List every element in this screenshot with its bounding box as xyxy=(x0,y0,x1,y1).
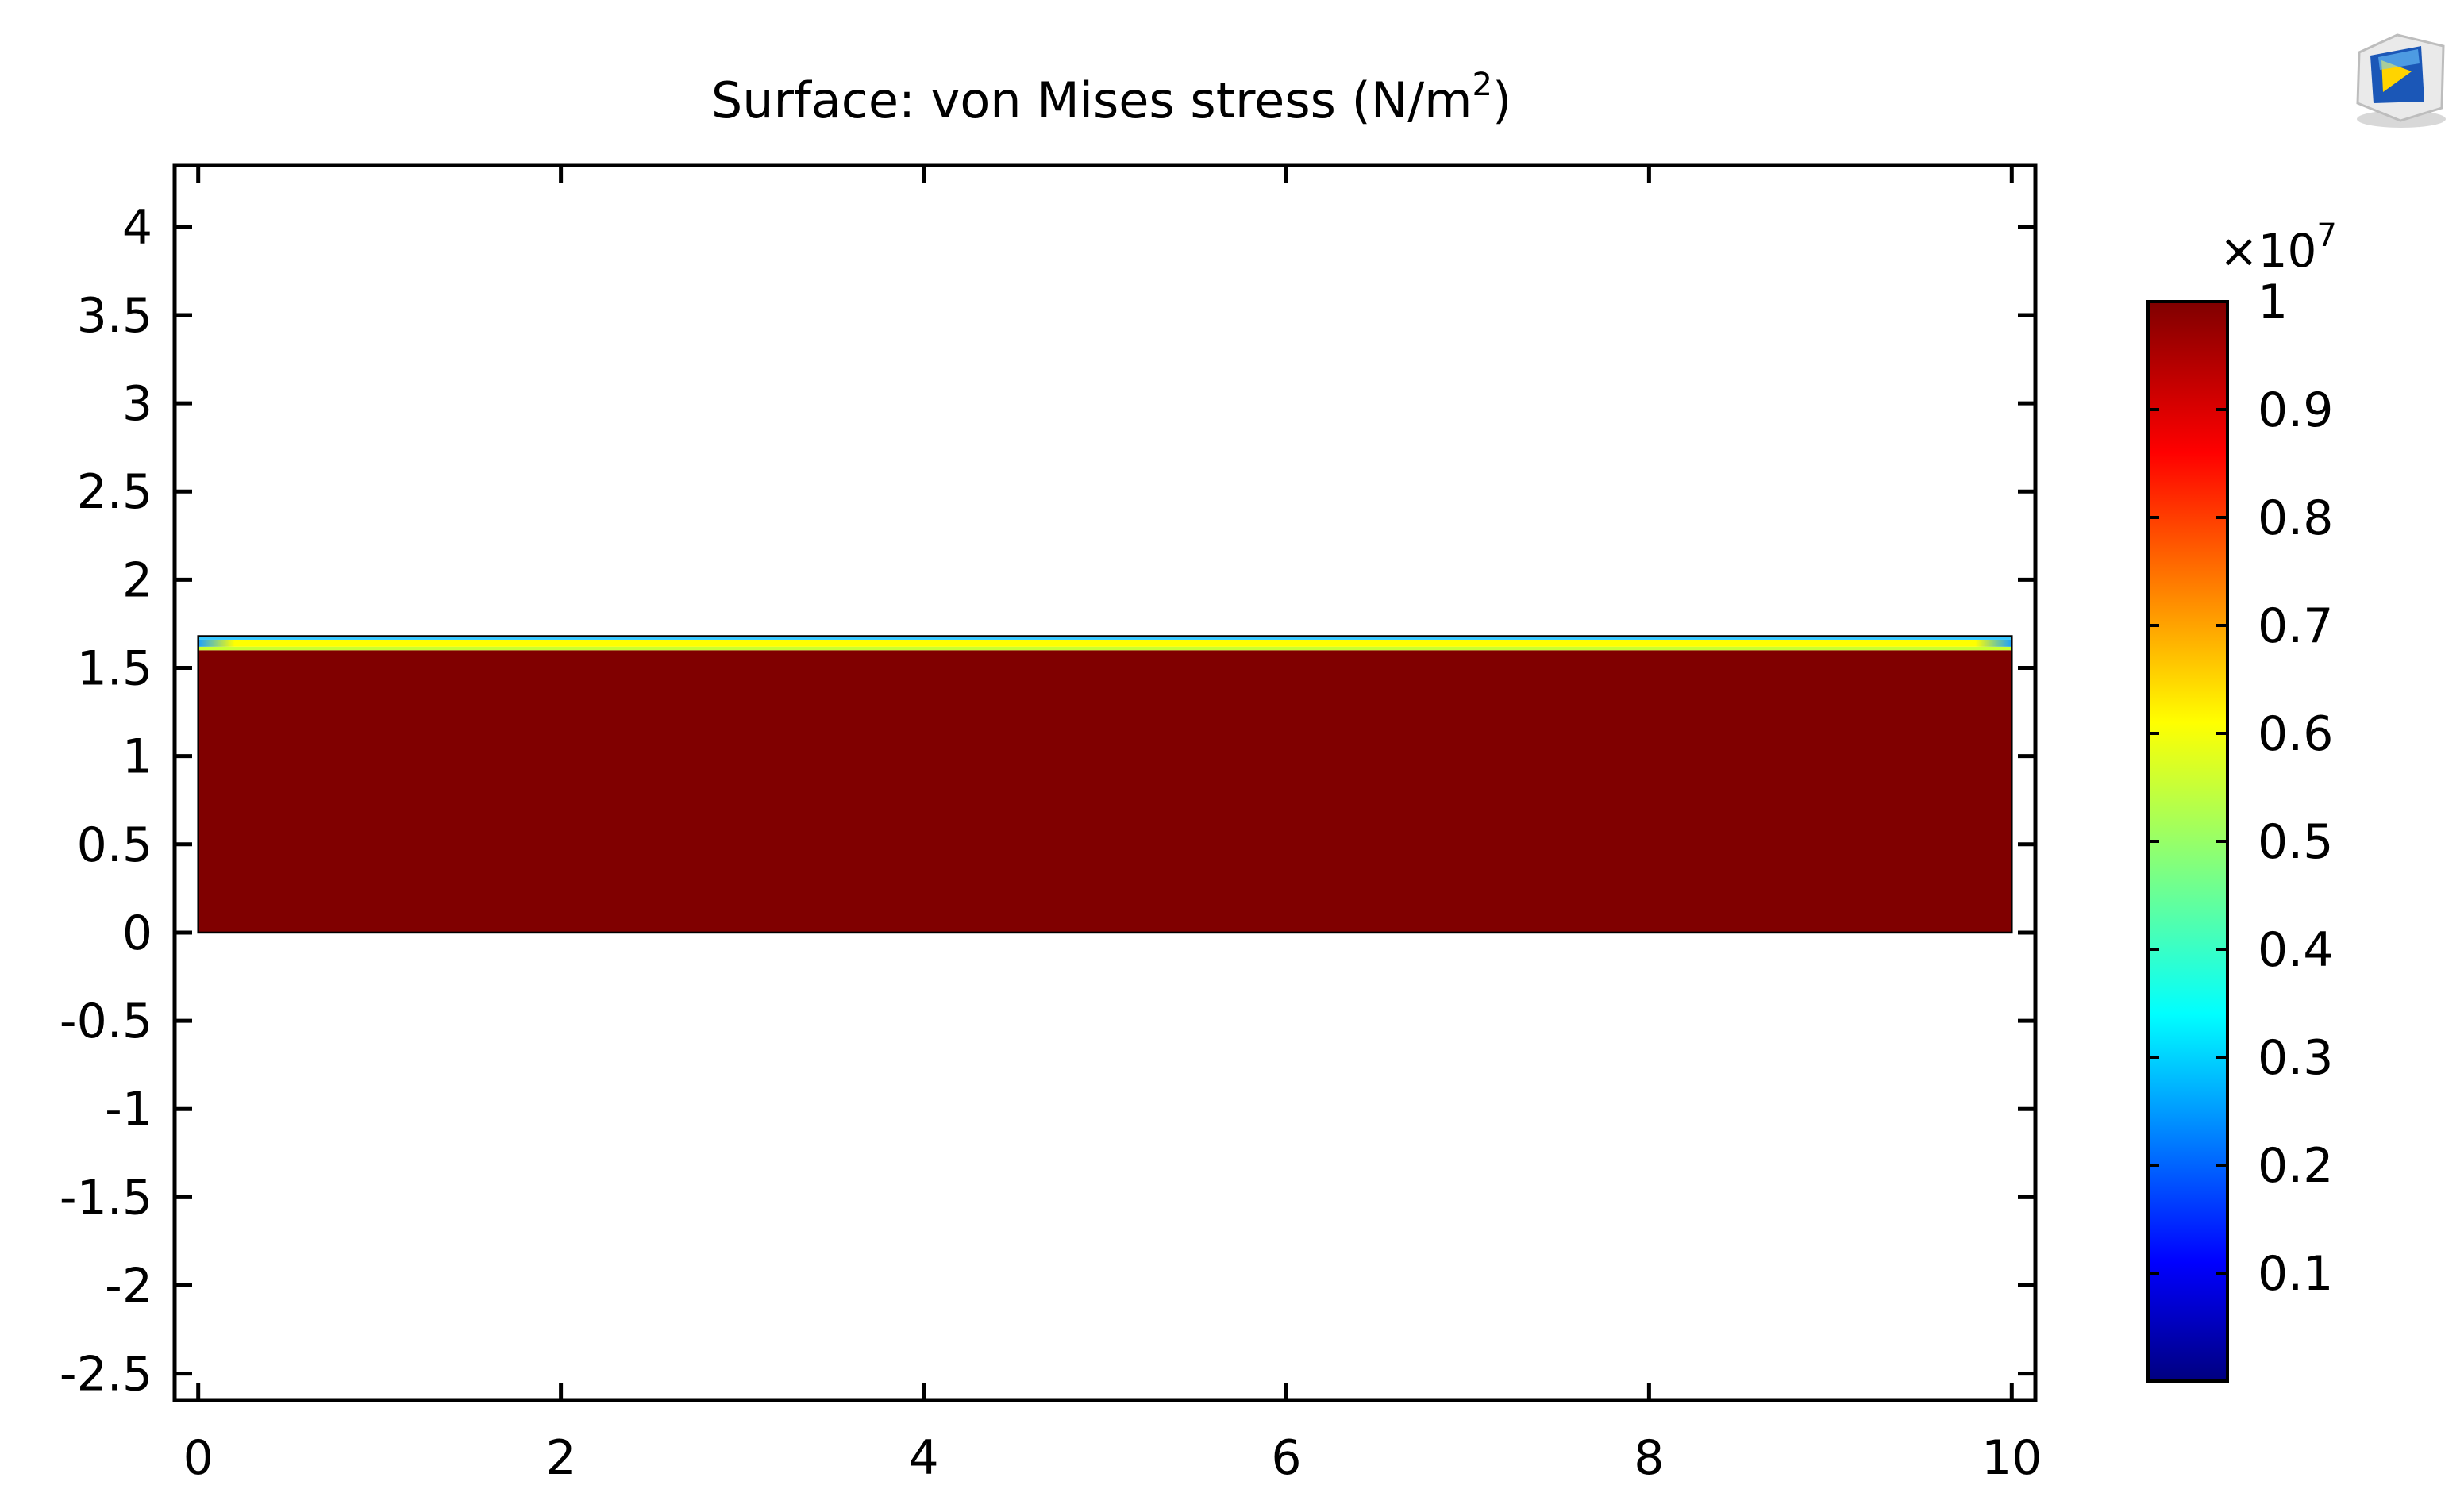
colorbar-tick-label: 0.8 xyxy=(2258,491,2333,546)
region-top-edge xyxy=(198,636,2012,640)
stress-field xyxy=(197,635,2013,934)
axis-ticks xyxy=(175,165,2035,1400)
colorbar-ticks: 1 0.9 0.8 0.7 0.6 0.5 0.4 0.3 0.2 0.1 xyxy=(2148,275,2333,1302)
x-tick-label: 6 xyxy=(1271,1430,1301,1486)
colorbar-tick-label: 0.6 xyxy=(2258,706,2333,762)
y-tick-label: 0 xyxy=(122,906,152,961)
y-tick-label: 0.5 xyxy=(77,818,152,873)
region-top-layer xyxy=(198,639,2012,647)
y-tick-label: -1.5 xyxy=(60,1170,152,1225)
colorbar-tick-label: 0.5 xyxy=(2258,814,2333,870)
y-tick-label: -2.5 xyxy=(60,1347,152,1402)
y-tick-label: 3 xyxy=(122,376,152,432)
x-tick-label: 10 xyxy=(1981,1430,2042,1486)
x-tick-label: 4 xyxy=(908,1430,938,1486)
colorbar-tick-label: 0.3 xyxy=(2258,1030,2333,1086)
colorbar-tick-label: 0.4 xyxy=(2258,922,2333,978)
x-tick-label: 0 xyxy=(183,1430,214,1486)
x-axis-tick-labels: 0 2 4 6 8 10 xyxy=(183,1430,2042,1486)
domain-outline xyxy=(197,635,2013,934)
y-tick-label: 3.5 xyxy=(77,288,152,344)
colorbar-tick-label: 1 xyxy=(2258,275,2288,330)
comsol-logo-icon xyxy=(2356,33,2446,128)
plot-frame xyxy=(172,163,2038,1402)
y-tick-label: 2.5 xyxy=(77,464,152,520)
colorbar-tick-label: 0.9 xyxy=(2258,383,2333,438)
y-axis-tick-labels: 4 3.5 3 2.5 2 1.5 1 0.5 0 -0.5 -1 -1.5 -2 -2.5 xyxy=(60,200,152,1402)
y-tick-label: -0.5 xyxy=(60,994,152,1049)
y-tick-label: 4 xyxy=(122,200,152,256)
x-tick-label: 8 xyxy=(1634,1430,1664,1486)
colorbar-tick-label: 0.2 xyxy=(2258,1138,2333,1194)
colorbar-tick-label: 0.1 xyxy=(2258,1246,2333,1302)
x-tick-label: 2 xyxy=(546,1430,576,1486)
y-tick-label: 2 xyxy=(122,552,152,608)
y-tick-label: 1 xyxy=(122,729,152,785)
colorbar-tick-label: 0.7 xyxy=(2258,598,2333,654)
colorbar xyxy=(2146,300,2229,1383)
y-tick-label: 1.5 xyxy=(77,641,152,697)
chart-title: Surface: von Mises stress (N/m2) xyxy=(711,67,1511,129)
colorbar-multiplier: ×107 xyxy=(2220,217,2337,278)
region-transition xyxy=(198,646,2012,651)
region-bulk xyxy=(198,650,2012,933)
y-tick-label: -1 xyxy=(105,1082,152,1137)
y-tick-label: -2 xyxy=(105,1259,152,1314)
